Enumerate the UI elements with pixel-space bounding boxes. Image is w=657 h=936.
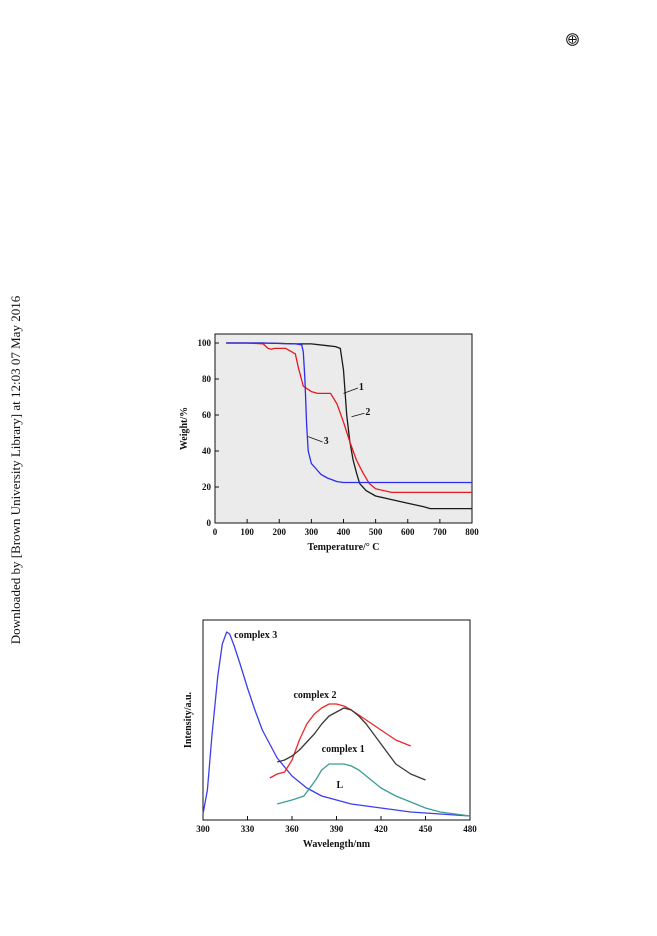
plot-frame	[214, 333, 473, 524]
series-annotation: complex 2	[293, 690, 336, 701]
y-tick-label: 100	[198, 338, 212, 348]
series-annotation: complex 1	[322, 744, 365, 755]
x-tick-label: 300	[305, 527, 319, 537]
x-tick-label: 500	[369, 527, 383, 537]
x-tick-label: 300	[196, 824, 210, 834]
x-tick-label: 330	[241, 824, 255, 834]
series-annotation: 1	[359, 382, 364, 393]
annotation-leader	[308, 436, 323, 443]
series-line-l	[277, 763, 471, 817]
x-tick-label: 400	[337, 527, 351, 537]
x-tick-label: 800	[465, 527, 479, 537]
y-tick-label: 0	[207, 518, 212, 528]
x-axis-label: Wavelength/nm	[303, 839, 371, 850]
x-tick-label: 0	[213, 527, 218, 537]
y-tick-label: 80	[202, 374, 212, 384]
series-line-complex-3	[202, 631, 471, 817]
series-line-complex-1	[277, 707, 426, 781]
x-axis-label: Temperature/° C	[307, 542, 379, 553]
plot-frame	[202, 619, 471, 821]
x-tick-label: 390	[330, 824, 344, 834]
y-tick-label: 20	[202, 482, 212, 492]
y-tick-label: 60	[202, 410, 212, 420]
x-tick-label: 480	[463, 824, 477, 834]
series-annotation: L	[337, 780, 344, 791]
publisher-logo-icon	[566, 33, 579, 46]
annotation-leader	[343, 387, 359, 394]
y-axis-label: Intensity/a.u.	[183, 691, 194, 748]
series-line-1	[226, 342, 472, 510]
y-axis-label: Weight/%	[179, 407, 190, 450]
y-tick-label: 40	[202, 446, 212, 456]
x-tick-label: 450	[419, 824, 433, 834]
x-tick-label: 360	[285, 824, 299, 834]
series-line-3	[226, 342, 472, 484]
x-tick-label: 200	[273, 527, 287, 537]
series-line-complex-2	[269, 703, 411, 779]
annotation-leader	[351, 412, 365, 418]
series-line-2	[226, 342, 472, 494]
x-tick-label: 420	[374, 824, 388, 834]
x-tick-label: 600	[401, 527, 415, 537]
series-annotation: 2	[365, 407, 370, 418]
series-annotation: complex 3	[234, 630, 277, 641]
x-tick-label: 100	[240, 527, 254, 537]
tga-chart: 0 100 200 300 400 500 600 700 800 0 20 40 60 80 100 Tem…	[179, 333, 479, 553]
series-annotation: 3	[324, 436, 329, 447]
x-tick-label: 700	[433, 527, 447, 537]
